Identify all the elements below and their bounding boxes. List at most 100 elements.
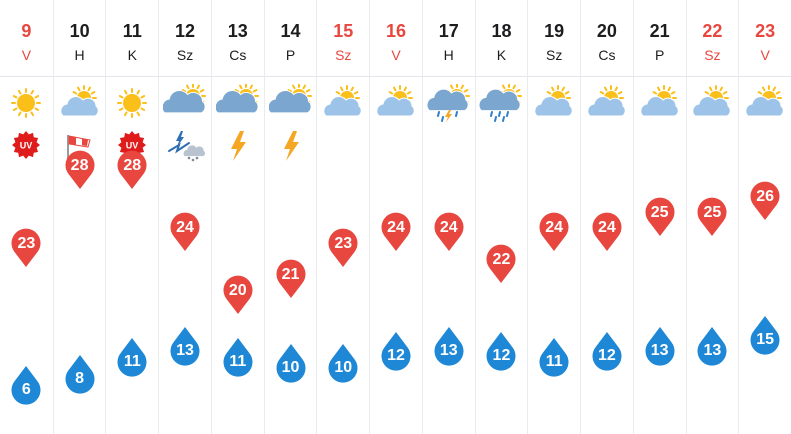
day-column[interactable]: 20 Cs 24 12 (580, 0, 633, 434)
day-date: 21 (649, 21, 670, 41)
max-temp-marker: 28 (63, 150, 97, 190)
day-date: 9 (21, 21, 32, 41)
min-temp-marker: 11 (115, 337, 149, 377)
max-temp-marker: 25 (695, 197, 729, 237)
day-date: 13 (227, 21, 248, 41)
day-weekday: V (391, 47, 401, 63)
sun-cloud-rain-icon (478, 83, 523, 122)
sun-cloud-icon (585, 84, 629, 122)
sun-icon (4, 84, 48, 122)
sun-cloud-icon (321, 84, 365, 122)
min-temp-value: 11 (123, 353, 141, 370)
day-date: 18 (491, 21, 512, 41)
max-temp-value: 24 (598, 219, 616, 237)
max-temp-marker: 28 (115, 150, 149, 190)
min-temp-value: 10 (334, 358, 353, 376)
uv-label: UV (20, 141, 33, 151)
max-temp-marker: 26 (748, 181, 782, 221)
uv-label: UV (126, 141, 139, 151)
max-temp-marker: 21 (274, 259, 308, 299)
day-weekday: P (285, 47, 296, 63)
day-date: 12 (175, 21, 196, 41)
day-weekday: Cs (598, 47, 616, 63)
min-temp-value: 15 (756, 330, 775, 348)
day-column[interactable]: 11 K UV 28 11 (105, 0, 158, 434)
day-weekday: V (760, 47, 770, 63)
min-temp-value: 13 (176, 341, 194, 359)
day-column[interactable]: 23 V 26 15 (738, 0, 791, 434)
min-temp-value: 6 (21, 381, 31, 398)
day-date: 11 (122, 21, 142, 41)
min-temp-value: 13 (650, 341, 669, 359)
day-column[interactable]: 18 K 22 12 (474, 0, 528, 434)
day-weekday: Sz (546, 47, 563, 63)
day-date: 10 (69, 21, 90, 41)
max-temp-marker: 22 (484, 244, 518, 284)
min-temp-value: 12 (598, 347, 616, 365)
max-temp-marker: 24 (537, 212, 571, 252)
min-temp-marker: 10 (274, 343, 308, 383)
day-column[interactable]: 12 Sz 24 13 (158, 0, 211, 434)
day-column[interactable]: 13 Cs 20 11 (210, 0, 264, 434)
min-temp-value: 12 (492, 347, 511, 365)
max-temp-marker: 23 (9, 228, 43, 268)
max-temp-marker: 24 (432, 212, 466, 252)
max-temp-marker: 24 (590, 212, 624, 252)
day-column[interactable]: 9 V UV 23 6 (0, 0, 53, 434)
storm-hail-icon (165, 127, 207, 163)
sun-cloud-storm-icon (214, 83, 260, 122)
lightning-icon (218, 127, 258, 163)
sun-cloud-thunder-rain-icon (426, 83, 471, 122)
day-weekday: Sz (704, 47, 721, 63)
max-temp-value: 28 (123, 157, 142, 174)
max-temp-value: 24 (387, 219, 405, 237)
day-date: 23 (755, 21, 776, 41)
day-column[interactable]: 10 H 28 8 (52, 0, 106, 434)
day-weekday: P (654, 47, 665, 63)
sun-cloud-storm-icon (267, 83, 313, 122)
day-column[interactable]: 17 H 24 13 (421, 0, 475, 434)
day-column[interactable]: 19 Sz 24 11 (527, 0, 580, 434)
min-temp-value: 8 (75, 369, 85, 387)
uv-warning-icon: UV (112, 127, 152, 163)
min-temp-value: 13 (439, 341, 458, 359)
day-column[interactable]: 14 P 21 10 (263, 0, 317, 434)
header-divider (0, 76, 791, 77)
min-temp-marker: 15 (748, 315, 782, 355)
min-temp-marker: 13 (643, 326, 677, 366)
min-temp-marker: 12 (484, 331, 518, 371)
min-temp-marker: 6 (9, 365, 43, 405)
min-temp-value: 10 (281, 358, 300, 376)
day-weekday: V (21, 47, 32, 63)
sun-cloud-storm-icon (161, 83, 207, 122)
min-temp-value: 11 (545, 353, 563, 370)
day-weekday: Cs (229, 47, 247, 63)
max-temp-marker: 24 (168, 212, 202, 252)
day-column[interactable]: 16 V 24 12 (369, 0, 422, 434)
sun-cloud-icon (532, 84, 576, 122)
day-weekday: H (443, 47, 454, 63)
day-date: 17 (438, 21, 459, 41)
day-date: 15 (333, 21, 354, 41)
max-temp-value: 24 (545, 219, 564, 237)
sun-cloud-icon (638, 84, 682, 122)
max-temp-marker: 24 (379, 212, 413, 252)
max-temp-marker: 23 (326, 228, 360, 268)
sun-cloud-icon (58, 84, 102, 122)
day-column[interactable]: 21 P 25 13 (632, 0, 686, 434)
max-temp-value: 26 (756, 188, 775, 206)
day-weekday: K (127, 47, 137, 63)
day-weekday: Sz (335, 47, 352, 63)
day-date: 16 (385, 21, 406, 41)
max-temp-value: 28 (70, 157, 89, 174)
sun-cloud-icon (374, 84, 418, 122)
min-temp-marker: 11 (221, 337, 255, 377)
max-temp-value: 24 (439, 219, 458, 237)
day-column[interactable]: 22 Sz 25 13 (685, 0, 739, 434)
max-temp-value: 20 (228, 281, 247, 299)
max-temp-value: 23 (17, 235, 36, 252)
min-temp-marker: 13 (168, 326, 202, 366)
min-temp-marker: 13 (432, 326, 466, 366)
day-column[interactable]: 15 Sz 23 10 (316, 0, 369, 434)
wind-sock-icon (60, 127, 100, 163)
